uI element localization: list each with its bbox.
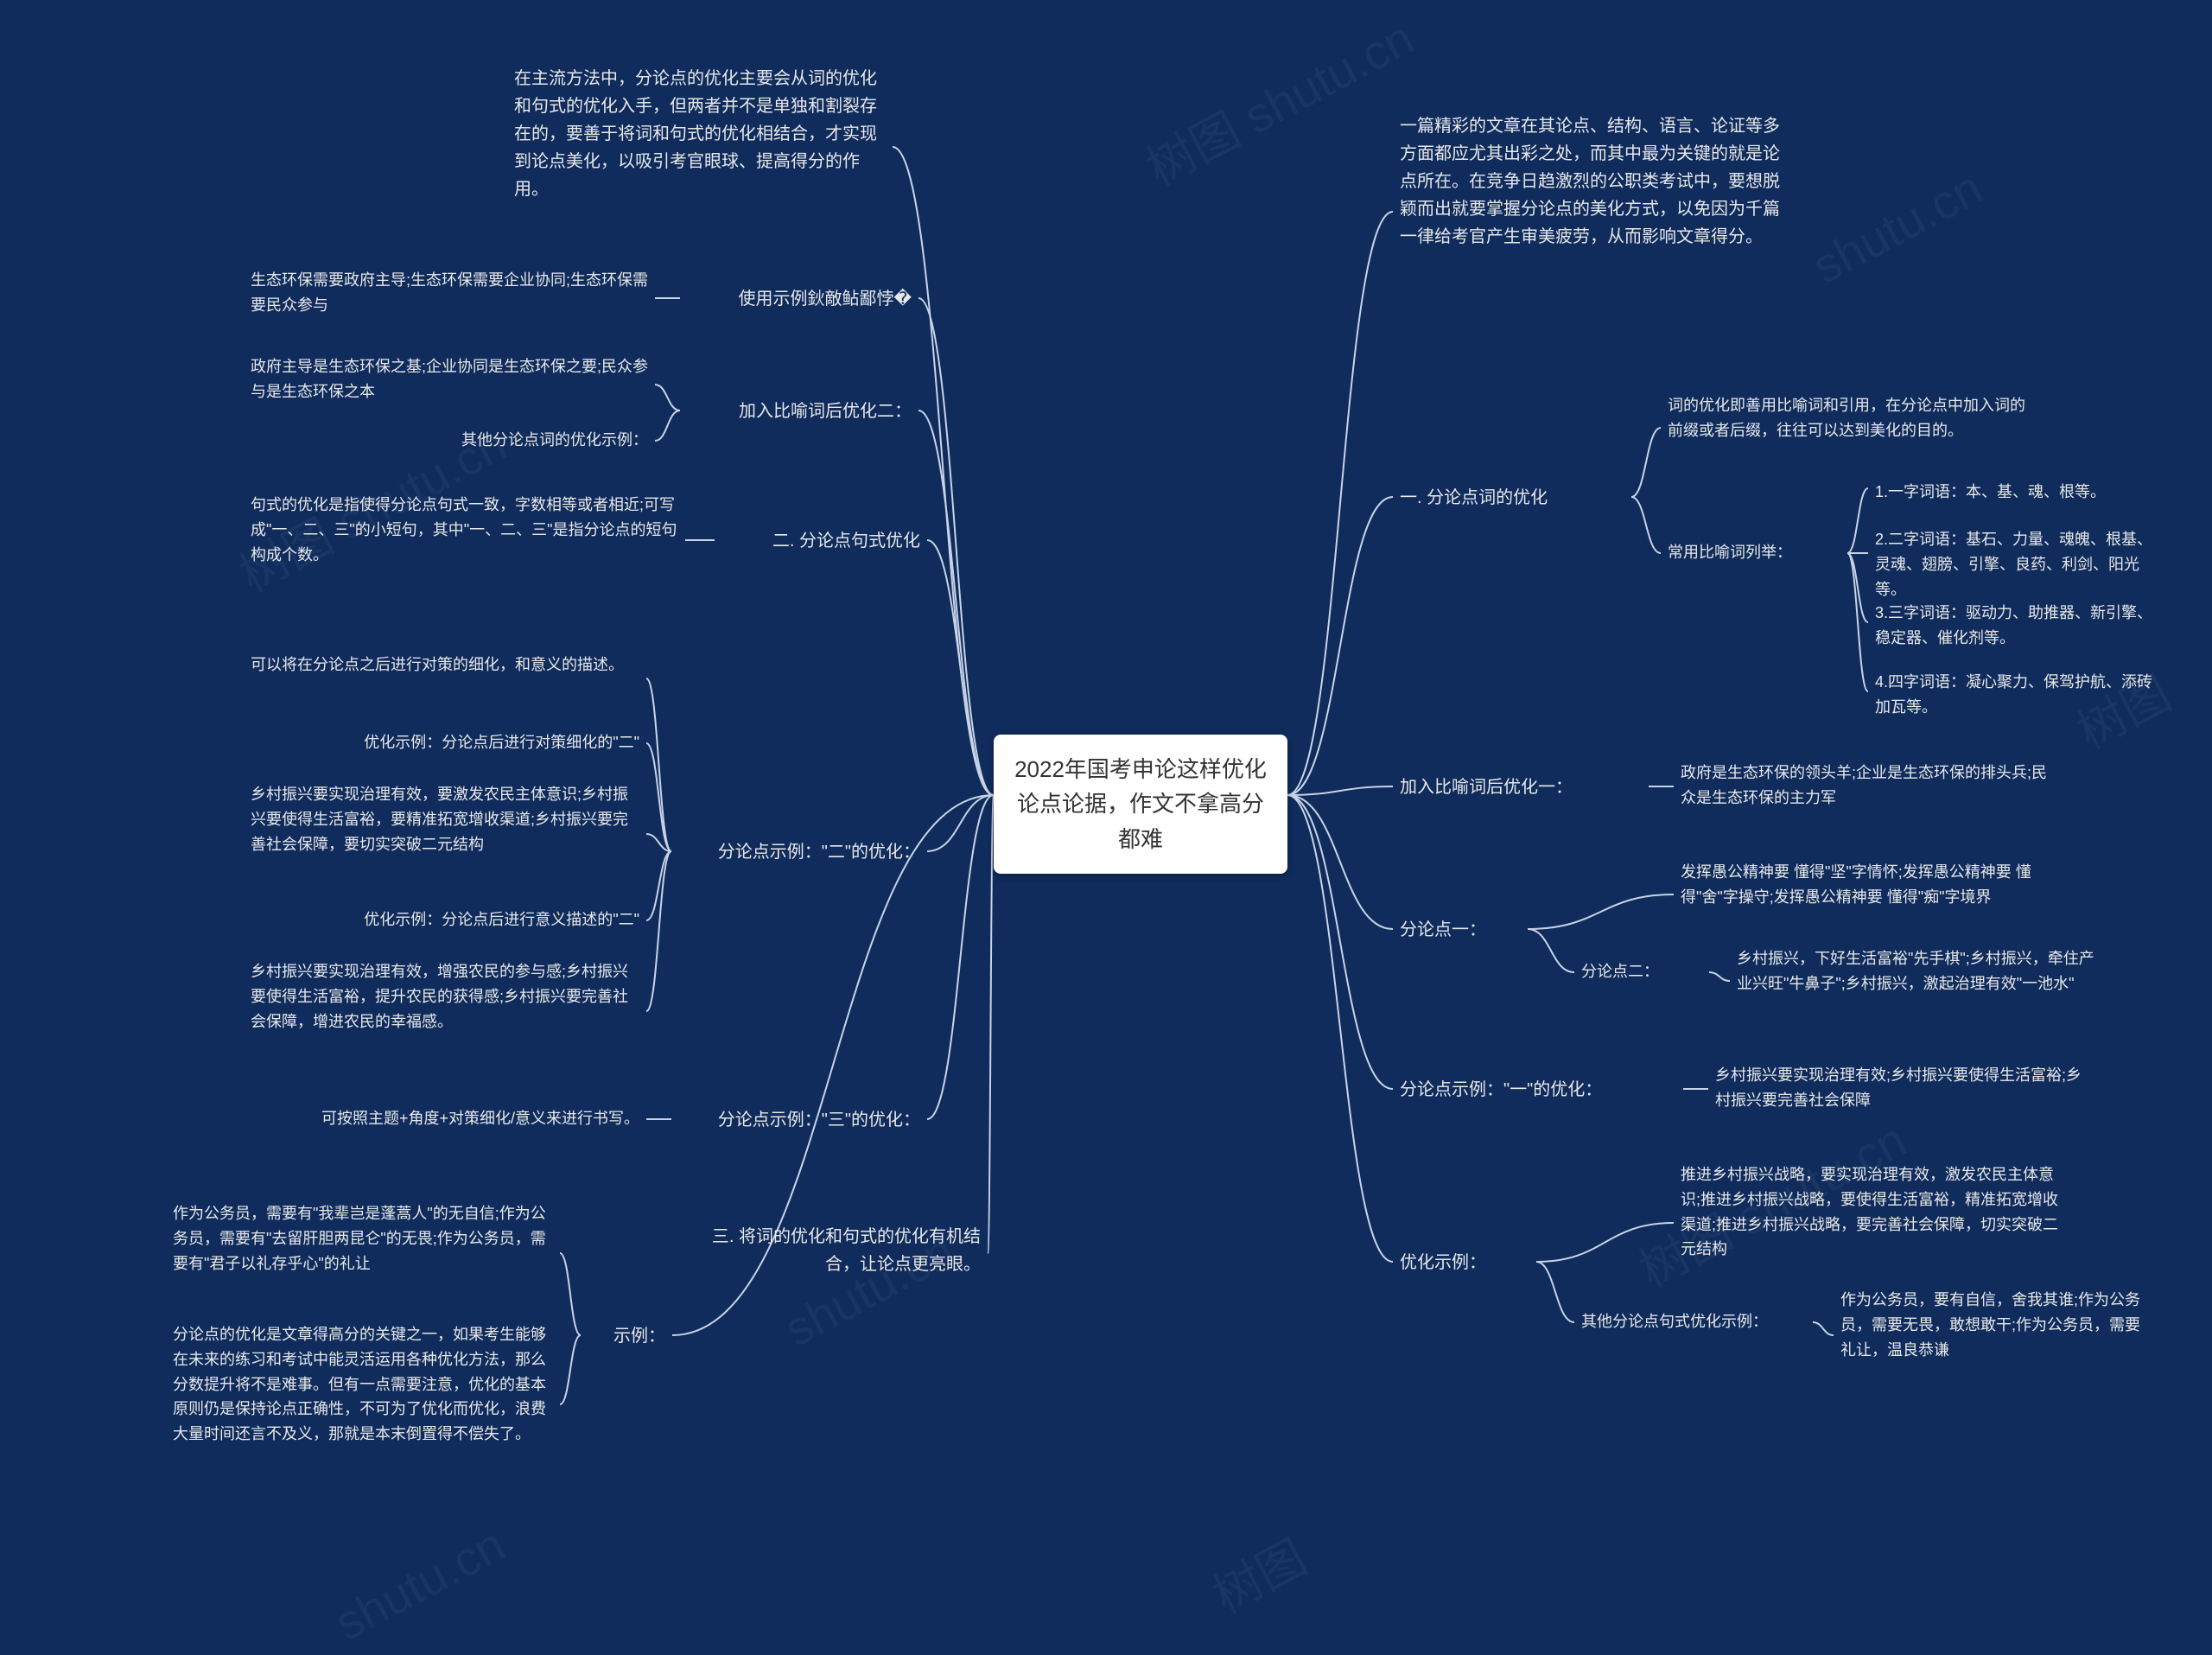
mindmap-node: 三. 将词的优化和句式的优化有机结合，让论点更亮眼。 (678, 1223, 981, 1278)
mindmap-node: 4.四字词语：凝心聚力、保驾护航、添砖加瓦等。 (1875, 670, 2160, 720)
mindmap-node: 分论点示例："三"的优化： (678, 1106, 920, 1134)
mindmap-node: 在主流方法中，分论点的优化主要会从词的优化和句式的优化入手，但两者并不是单独和割… (514, 65, 886, 203)
mindmap-node: 其他分论点词的优化示例： (415, 428, 648, 453)
mindmap-node: 词的优化即善用比喻词和引用，在分论点中加入词的前缀或者后缀，往往可以达到美化的目… (1668, 393, 2039, 443)
mindmap-node: 分论点二： (1581, 959, 1702, 984)
mindmap-node: 发挥愚公精神要 懂得"坚"字情怀;发挥愚公精神要 懂得"舍"字操守;发挥愚公精神… (1681, 860, 2052, 910)
mindmap-node: 分论点示例："二"的优化： (678, 838, 920, 866)
mindmap-node: 可以将在分论点之后进行对策的细化，和意义的描述。 (251, 652, 639, 678)
mindmap-node: 句式的优化是指使得分论点句式一致，字数相等或者相近;可写成"一、二、三"的小短句… (251, 493, 678, 567)
mindmap-node: 可按照主题+角度+对策细化/意义来进行书写。 (225, 1106, 639, 1131)
mindmap-canvas: 树图 shutu.cn树图 shutu.cnshutu.cnshutu.cn树图… (0, 0, 2212, 1655)
mindmap-node: 2.二字词语：基石、力量、魂魄、根基、灵魂、翅膀、引擎、良药、利剑、阳光等。 (1875, 527, 2160, 602)
mindmap-node: 分论点示例："一"的优化： (1400, 1076, 1676, 1104)
mindmap-node: 乡村振兴要实现治理有效，要激发农民主体意识;乡村振兴要使得生活富裕，要精准拓宽增… (251, 782, 639, 856)
mindmap-node: 二. 分论点句式优化 (721, 527, 920, 555)
mindmap-node: 作为公务员，要有自信，舍我其谁;作为公务员，需要无畏，敢想敢干;作为公务员，需要… (1840, 1288, 2152, 1362)
mindmap-node: 乡村振兴要实现治理有效;乡村振兴要使得生活富裕;乡村振兴要完善社会保障 (1715, 1063, 2095, 1113)
mindmap-node: 优化示例：分论点后进行意义描述的"二" (276, 907, 639, 933)
mindmap-node: 1.一字词语：本、基、魂、根等。 (1875, 480, 2160, 505)
mindmap-node: 政府主导是生态环保之基;企业协同是生态环保之要;民众参与是生态环保之本 (251, 354, 648, 404)
mindmap-node: 作为公务员，需要有"我辈岂是蓬蒿人"的无自信;作为公务员，需要有"去留肝胆两昆仑… (173, 1201, 553, 1276)
mindmap-node: 优化示例： (1400, 1249, 1529, 1276)
mindmap-node: 使用示例鈥敵鲇鄙悖� (687, 285, 912, 313)
mindmap-node: 分论点一： (1400, 916, 1521, 944)
mindmap-node: 其他分论点句式优化示例： (1581, 1309, 1806, 1334)
mindmap-node: 乡村振兴，下好生活富裕"先手棋";乡村振兴，牵住产业兴旺"牛鼻子";乡村振兴，激… (1737, 946, 2100, 996)
mindmap-node: 一篇精彩的文章在其论点、结构、语言、论证等多方面都应尤其出彩之处，而其中最为关键… (1400, 112, 1789, 251)
mindmap-node: 政府是生态环保的领头羊;企业是生态环保的排头兵;民众是生态环保的主力军 (1681, 761, 2052, 811)
mindmap-node: 优化示例：分论点后进行对策细化的"二" (276, 730, 639, 755)
watermark: shutu.cn (1803, 159, 1991, 295)
mindmap-node: 乡村振兴要实现治理有效，增强农民的参与感;乡村振兴要使得生活富裕，提升农民的获得… (251, 959, 639, 1034)
mindmap-node: 推进乡村振兴战略，要实现治理有效，激发农民主体意识;推进乡村振兴战略，要使得生活… (1681, 1162, 2061, 1262)
mindmap-node: 常用比喻词列举： (1668, 540, 1840, 565)
mindmap-node: 示例： (588, 1322, 665, 1350)
center-topic: 2022年国考申论这样优化论点论据，作文不拿高分都难 (994, 735, 1287, 874)
mindmap-node: 加入比喻词后优化二： (687, 398, 912, 425)
mindmap-node: 生态环保需要政府主导;生态环保需要企业协同;生态环保需要民众参与 (251, 268, 648, 318)
watermark: 树图 (1199, 1519, 1318, 1626)
mindmap-node: 加入比喻词后优化一： (1400, 773, 1642, 801)
watermark: shutu.cn (326, 1516, 513, 1652)
mindmap-node: 3.三字词语：驱动力、助推器、新引擎、稳定器、催化剂等。 (1875, 601, 2160, 651)
watermark: 树图 shutu.cn (1133, 0, 1425, 200)
mindmap-node: 一. 分论点词的优化 (1400, 484, 1624, 512)
mindmap-node: 分论点的优化是文章得高分的关键之一，如果考生能够在未来的练习和考试中能灵活运用各… (173, 1322, 553, 1447)
